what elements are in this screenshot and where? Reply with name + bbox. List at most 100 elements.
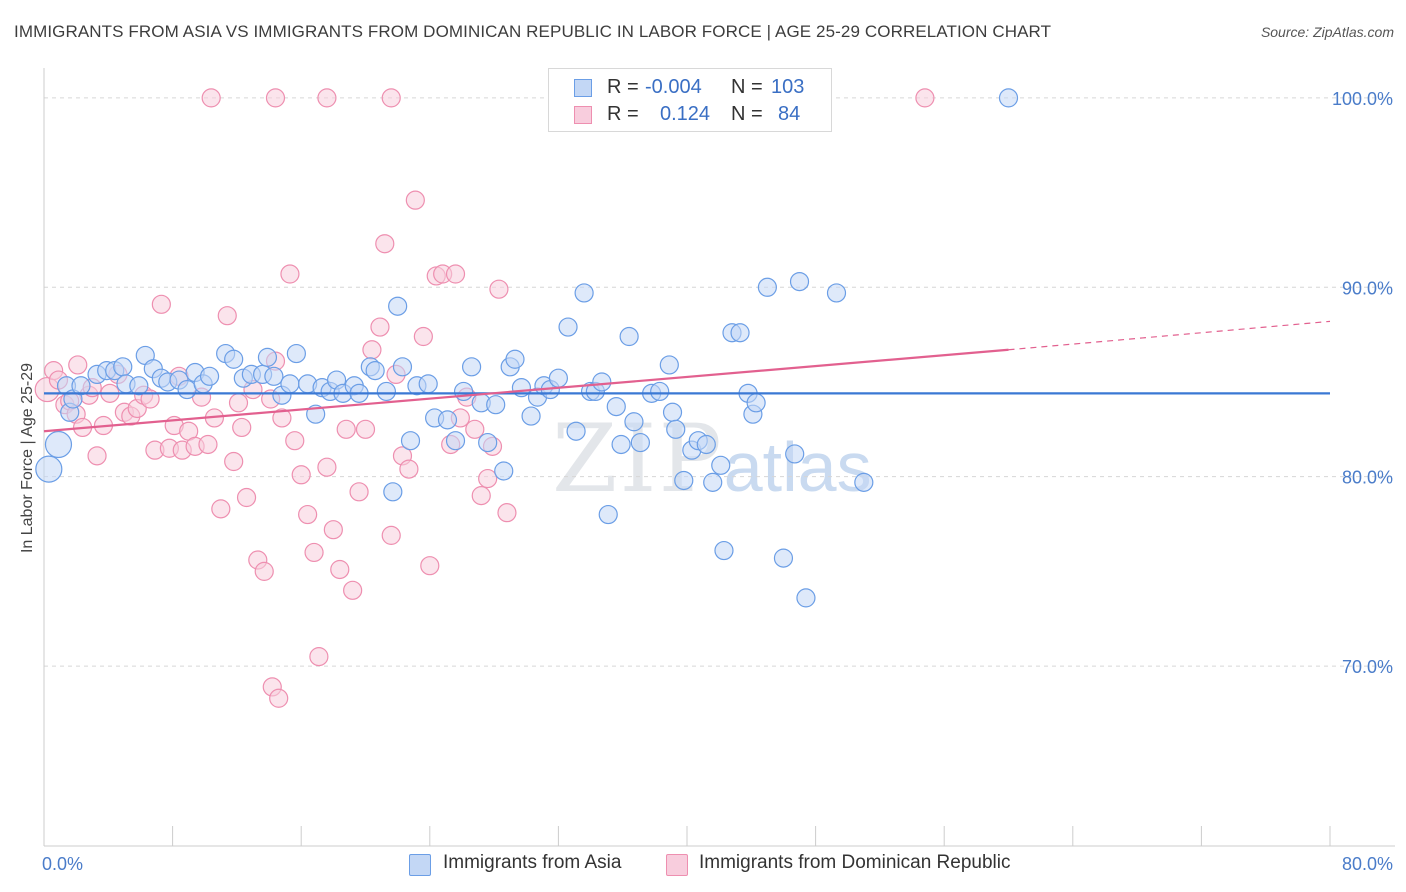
legend-n-value: 103 [771, 76, 805, 98]
asia-point [796, 588, 816, 608]
dominican-point [309, 647, 329, 667]
asia-point [714, 540, 734, 561]
asia-point [453, 381, 474, 402]
asia-point [445, 431, 466, 451]
asia-point [35, 455, 63, 483]
asia-point [494, 461, 514, 481]
asia-point [376, 381, 396, 402]
legend-r-value: 0.124 [660, 103, 711, 125]
tick-labels: 70.0% 80.0% 90.0% 100.0% 0.0% 80.0% [42, 89, 1393, 874]
asia-point [286, 343, 306, 364]
asia-point [746, 393, 766, 413]
asia-point [854, 472, 874, 492]
asia-point [383, 482, 403, 502]
dominican-point [399, 459, 419, 479]
asia-point [264, 366, 284, 386]
asia-point [437, 410, 458, 430]
dominican-point [375, 234, 395, 254]
asia-point [666, 419, 686, 439]
legend-n-label: N = [731, 76, 763, 98]
dominican-trend-line [43, 348, 1009, 433]
dominican-point [201, 88, 221, 108]
dominican-point [497, 503, 517, 523]
asia-point [789, 271, 810, 292]
legend-row-dominican: R = 0.124 N = 84 [549, 101, 831, 127]
dominican-point [298, 504, 318, 525]
dominican-point [217, 306, 237, 326]
dominican-point [269, 688, 289, 708]
dominican-point [489, 279, 509, 299]
chart-title: IMMIGRANTS FROM ASIA VS IMMIGRANTS FROM … [14, 22, 1052, 41]
legend-swatch-dominican [666, 854, 688, 876]
watermark-atlas: atlas [723, 428, 872, 506]
trend-lines [43, 320, 1331, 433]
series-legend: Immigrants from Asia Immigrants from Dom… [0, 852, 1406, 878]
legend-row-asia: R = -0.004 N = 103 [549, 74, 831, 100]
dominican-trend-extension [1008, 320, 1331, 351]
series-asia-points [35, 88, 1019, 608]
asia-point [592, 372, 612, 392]
asia-point [71, 376, 91, 396]
legend-r-label: R = [607, 76, 639, 98]
asia-point [662, 402, 683, 422]
asia-point [505, 349, 525, 369]
asia-point [113, 357, 133, 377]
dominican-point [87, 446, 107, 466]
legend-label-dominican: Immigrants from Dominican Republic [699, 852, 1011, 873]
asia-point [703, 472, 723, 492]
dominican-point [236, 487, 257, 508]
y-tick-label: 100.0% [1332, 89, 1393, 109]
asia-point [566, 421, 586, 441]
dominican-point [280, 264, 300, 284]
asia-point [400, 431, 421, 451]
dominican-point [317, 88, 337, 108]
asia-point [998, 88, 1019, 108]
dominican-point [413, 326, 433, 347]
legend-r-value: -0.004 [645, 76, 702, 98]
asia-point [257, 347, 278, 367]
asia-point [486, 395, 506, 415]
asia-point [548, 368, 569, 388]
legend-swatch-dominican [574, 106, 592, 124]
asia-point [574, 283, 594, 303]
dominican-point [272, 408, 292, 428]
legend-n-label: N = [731, 103, 763, 125]
correlation-legend: R = -0.004 N = 103 R = 0.124 N = 84 [548, 68, 832, 132]
asia-point [606, 396, 626, 417]
dominican-point [336, 419, 356, 439]
dominican-point [254, 561, 274, 581]
y-axis-label: In Labor Force | Age 25-29 [19, 362, 36, 554]
dominican-point [317, 457, 337, 477]
asia-point [461, 357, 482, 377]
dominican-point [140, 389, 160, 409]
asia-point [392, 357, 413, 377]
dominican-point [232, 417, 252, 438]
dominican-point [349, 482, 369, 502]
dominican-point [330, 559, 350, 580]
dominican-point [381, 88, 401, 108]
dominican-point [265, 88, 286, 108]
dominican-point [68, 355, 88, 375]
asia-point [785, 444, 805, 464]
legend-n-value: 84 [778, 103, 801, 125]
asia-point [280, 374, 300, 394]
asia-point [659, 355, 679, 375]
asia-point [757, 277, 777, 297]
asia-point [624, 412, 644, 432]
dominican-point [420, 556, 440, 576]
dominican-point [362, 340, 382, 360]
dominican-point [304, 542, 324, 563]
dominican-point [224, 451, 244, 472]
asia-point [619, 326, 639, 347]
dominican-point [381, 525, 401, 545]
legend-swatch-asia [574, 79, 592, 97]
asia-point [630, 432, 650, 453]
series-dominican-points [34, 88, 935, 708]
asia-point [199, 366, 220, 386]
asia-point [478, 432, 498, 453]
asia-point [129, 376, 149, 396]
dominican-point [445, 264, 466, 284]
y-tick-label: 70.0% [1342, 657, 1393, 677]
legend-label-asia: Immigrants from Asia [443, 852, 622, 873]
